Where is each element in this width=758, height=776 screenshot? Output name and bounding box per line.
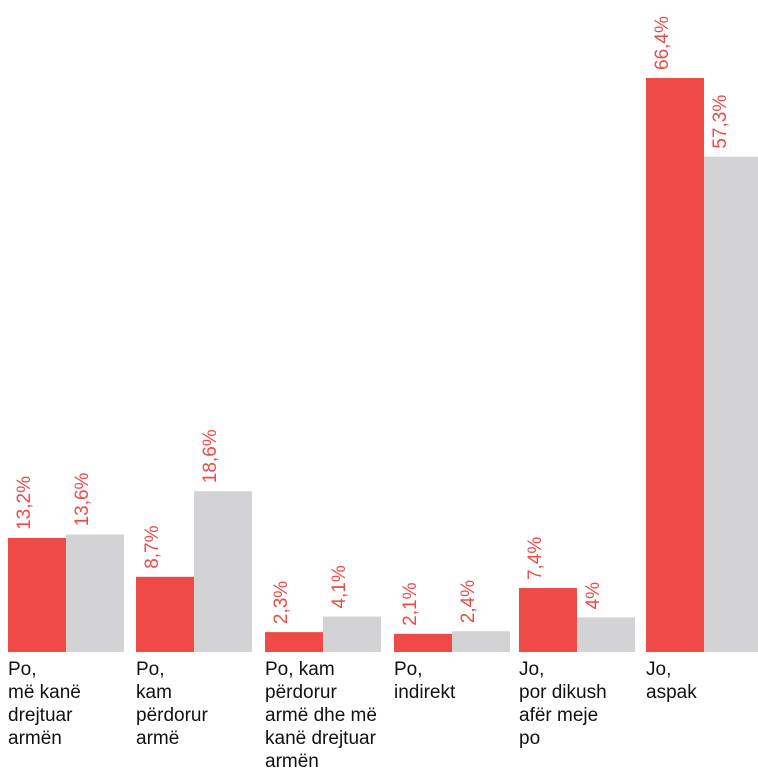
category-label-1: Po, më kanë drejtuar armën: [8, 659, 81, 749]
value-label-series2-6: 57,3%: [710, 95, 731, 149]
value-label-series1-1: 13,2%: [14, 476, 35, 530]
category-label-6: Jo, aspak: [646, 659, 697, 703]
bar-series2-3: [323, 616, 381, 652]
category-label-4: Po, indirekt: [394, 659, 456, 703]
value-label-series1-4: 2,1%: [400, 582, 421, 625]
value-label-series2-2: 18,6%: [200, 429, 221, 483]
bar-series2-6: [704, 156, 758, 653]
bar-series2-4: [452, 631, 510, 652]
bar-series2-2: [194, 491, 252, 652]
bar-series1-6: [646, 78, 704, 652]
value-label-series1-6: 66,4%: [652, 16, 673, 70]
value-label-series2-4: 2,4%: [458, 580, 479, 623]
bars-group: [8, 78, 758, 653]
value-label-series2-1: 13,6%: [72, 472, 93, 526]
value-label-series2-3: 4,1%: [329, 565, 350, 608]
bar-series1-2: [136, 576, 194, 652]
bar-series1-4: [394, 633, 452, 652]
value-label-series1-2: 8,7%: [142, 525, 163, 568]
value-label-series1-5: 7,4%: [525, 537, 546, 580]
bar-series1-3: [265, 632, 323, 652]
bar-series2-5: [577, 617, 635, 652]
value-labels-group: 13,2% 13,6% 8,7% 18,6% 2,3% 4,1% 2,1% 2,4% 7,4% 4…: [14, 16, 731, 626]
category-label-3: Po, kam përdorur armë dhe më kanë drejtu…: [265, 659, 377, 772]
bar-series2-1: [66, 534, 124, 652]
value-label-series1-3: 2,3%: [271, 581, 292, 624]
category-label-5: Jo, por dikush afër meje po: [519, 659, 607, 749]
value-label-series2-5: 4%: [583, 582, 604, 610]
bar-series1-1: [8, 537, 66, 652]
bar-series1-5: [519, 588, 577, 652]
category-label-2: Po, kam përdorur armë: [136, 659, 208, 749]
